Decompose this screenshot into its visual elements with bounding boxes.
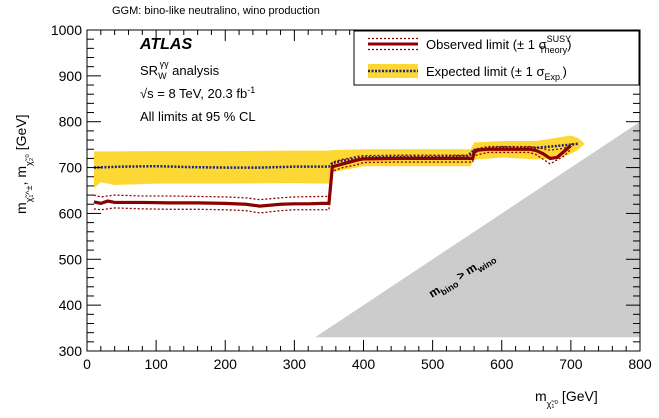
x-tick-label: 300: [283, 356, 307, 372]
y-tick-label: 700: [59, 160, 83, 176]
plot-header: GGM: bino-like neutralino, wino producti…: [112, 5, 320, 17]
y-tick-label: 400: [59, 297, 83, 313]
x-tick-label: 400: [352, 356, 376, 372]
y-tick-label: 600: [59, 205, 83, 221]
observed-limit-line: [93, 144, 572, 208]
cl-note: All limits at 95 % CL: [140, 109, 256, 124]
svg-text:mχ̃₁^±, mχ̃₂⁰ [GeV]: mχ̃₁^±, mχ̃₂⁰ [GeV]: [13, 114, 34, 214]
x-tick-label: 100: [144, 356, 168, 372]
legend-observed-label: Observed limit (± 1 σSUSY Theory): [426, 34, 572, 55]
y-tick-label: 800: [59, 114, 83, 130]
y-tick-label: 500: [59, 251, 83, 267]
legend: Observed limit (± 1 σSUSY Theory) Expecte…: [353, 30, 640, 86]
data-layer: [93, 121, 640, 338]
x-tick-label: 700: [559, 356, 583, 372]
x-tick-label: 600: [490, 356, 514, 372]
y-axis-title: mχ̃₁^±, mχ̃₂⁰ [GeV]: [13, 114, 34, 214]
observed-theory-down-line: [93, 148, 572, 214]
energy-label: √s = 8 TeV, 20.3 fb-1: [140, 85, 255, 101]
y-tick-label: 900: [59, 68, 83, 84]
observed-theory-up-line: [93, 142, 575, 201]
excluded-region: [315, 121, 640, 338]
x-tick-label: 0: [83, 356, 91, 372]
x-tick-label: 200: [214, 356, 238, 372]
expected-band: [93, 135, 585, 189]
x-tick-label: 800: [628, 356, 652, 372]
y-tick-label: 1000: [51, 22, 82, 38]
analysis-label: SRWγγ analysis: [140, 59, 220, 81]
x-tick-label: 500: [421, 356, 445, 372]
legend-expected-label: Expected limit (± 1 σExp.): [426, 64, 567, 82]
y-tick-label: 300: [59, 343, 83, 359]
x-axis-title: mχ̃₁⁰ [GeV]: [535, 388, 598, 409]
experiment-label: ATLAS: [139, 36, 192, 53]
